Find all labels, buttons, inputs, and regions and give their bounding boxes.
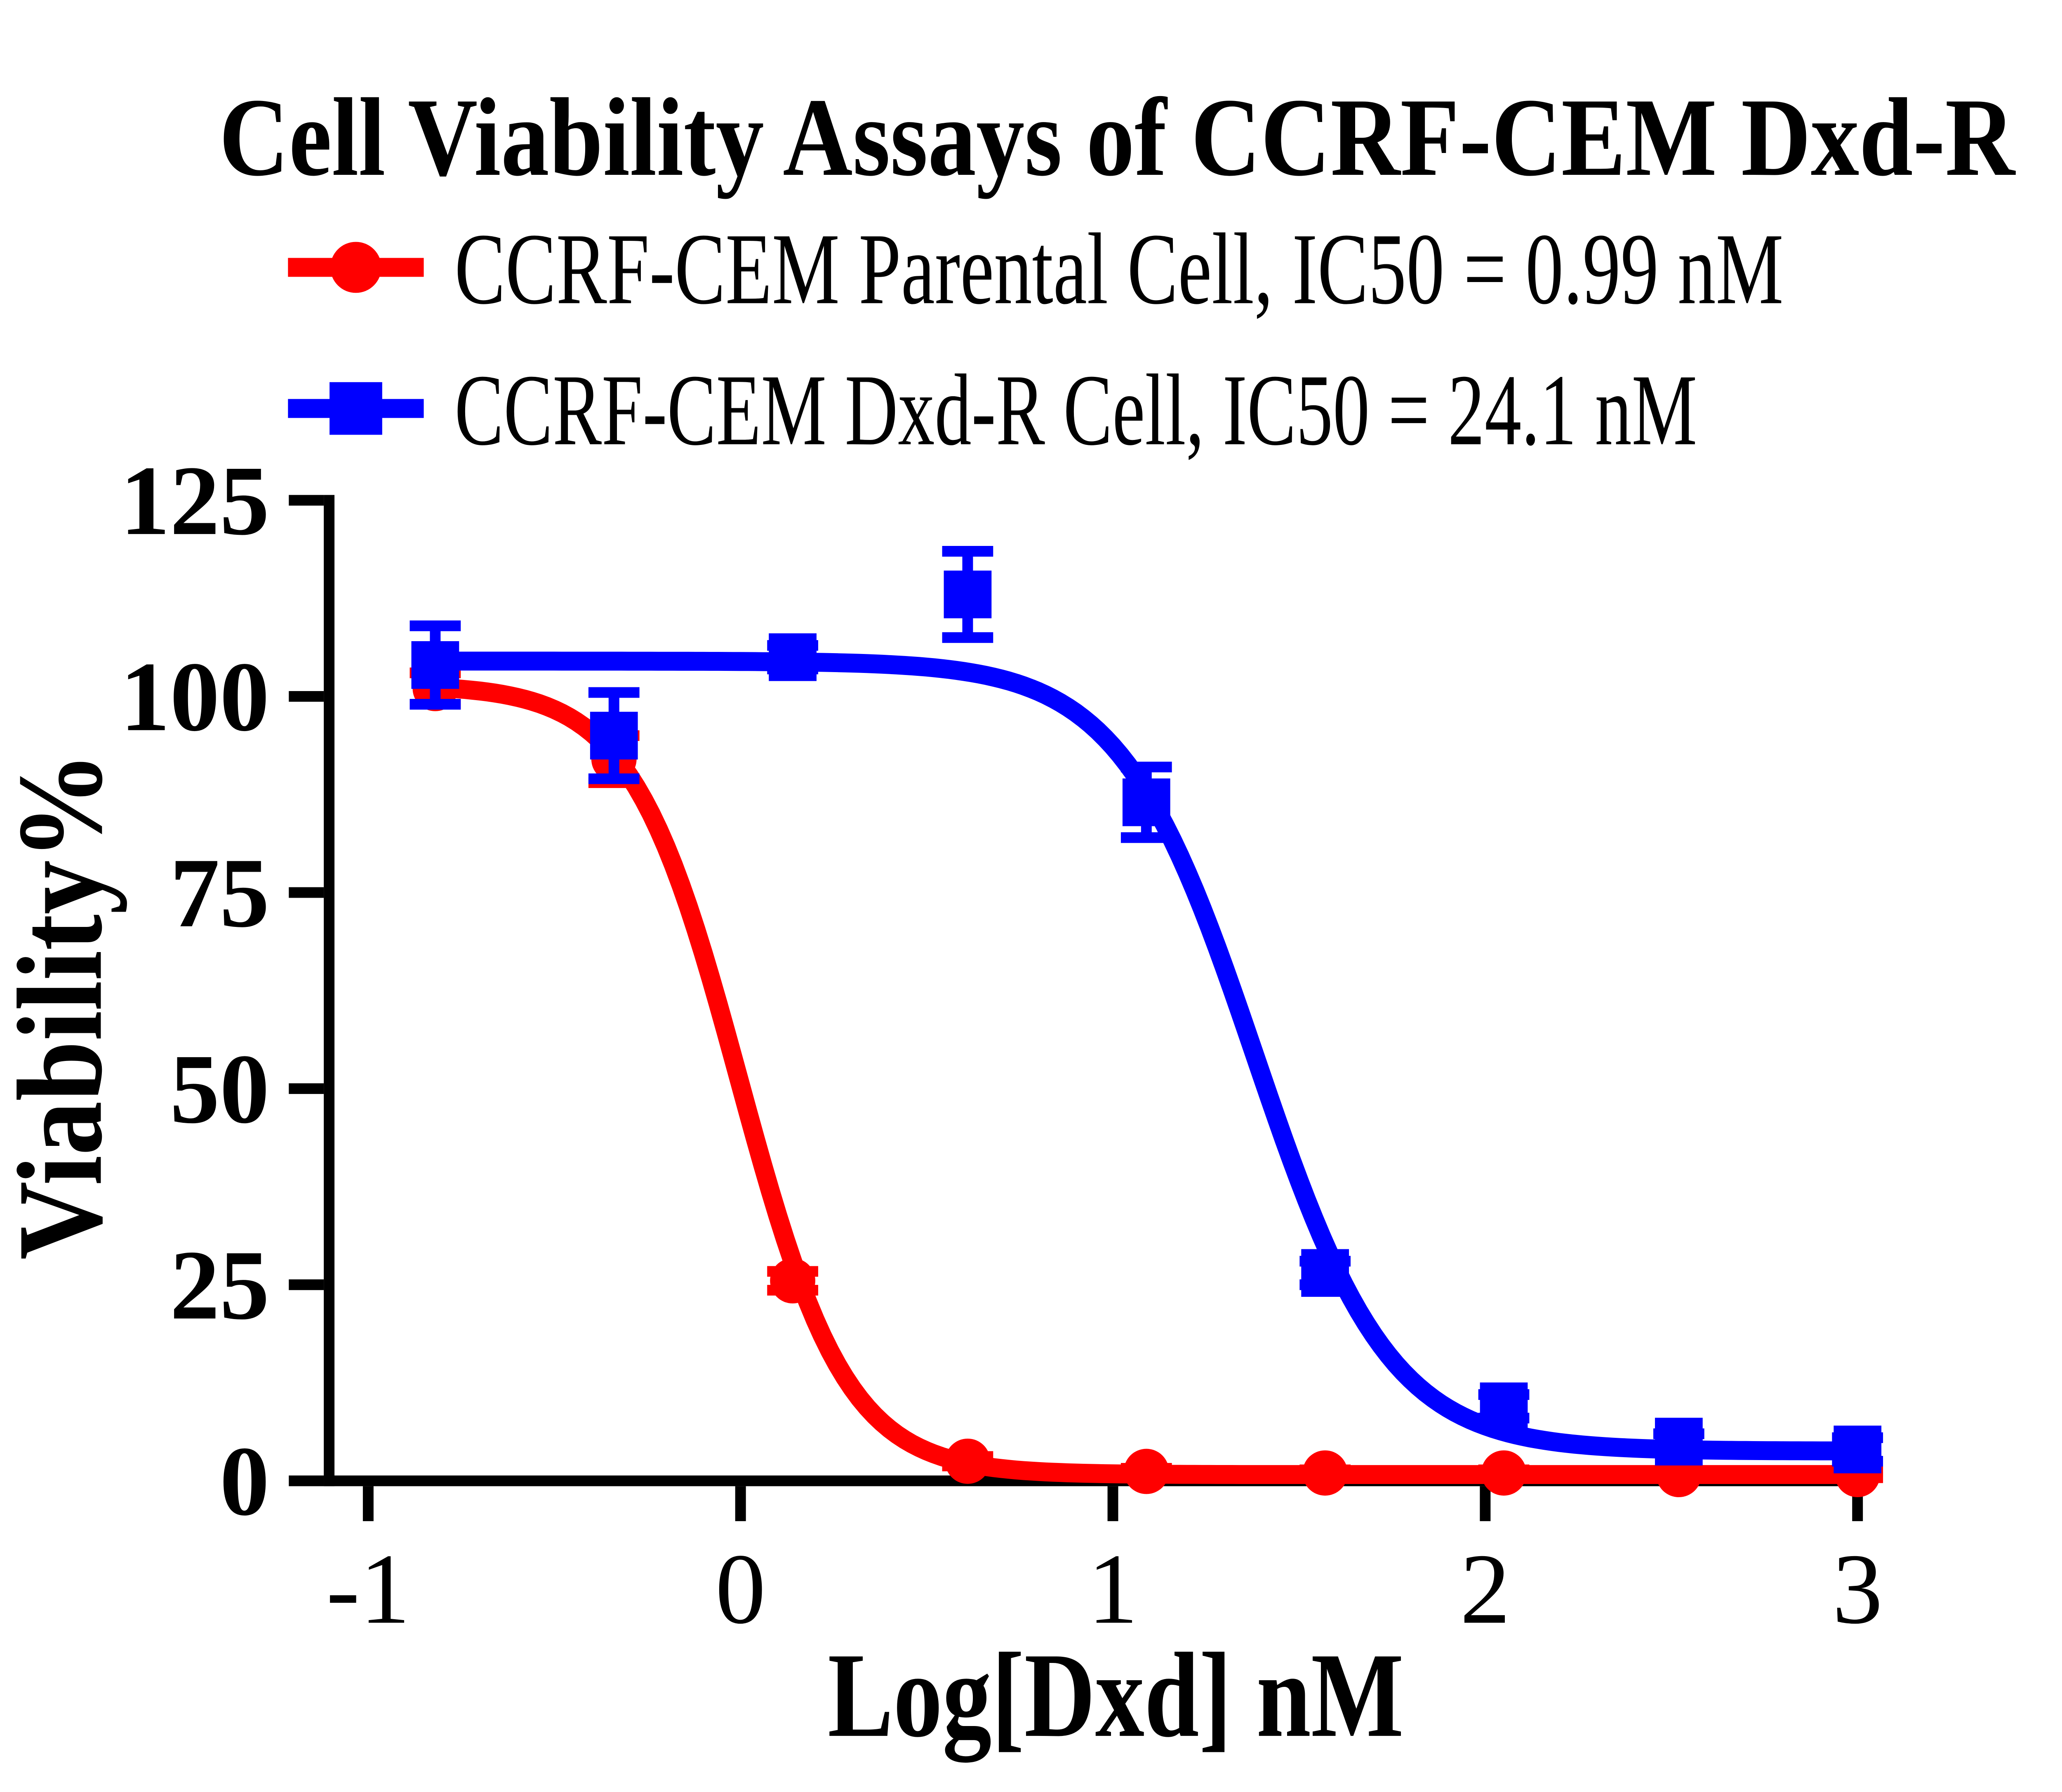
data-point-dxdr-7 — [1655, 1418, 1703, 1466]
chart-title: Cell Viability Assays of CCRF-CEM Dxd-R — [219, 75, 2016, 199]
legend: CCRF-CEM Parental Cell, IC50 = 0.99 nM C… — [288, 212, 1784, 466]
y-tick-label-50: 50 — [170, 1034, 269, 1144]
y-tick-label-0: 0 — [220, 1426, 270, 1536]
x-tick-label-2: 2 — [1460, 1533, 1510, 1645]
y-tick-label-100: 100 — [120, 642, 269, 752]
data-point-parental-5 — [1302, 1450, 1348, 1496]
legend-label-parental: CCRF-CEM Parental Cell, IC50 = 0.99 nM — [454, 212, 1783, 325]
data-point-parental-4 — [1123, 1449, 1169, 1494]
x-tick-label-1: 1 — [1087, 1533, 1138, 1645]
series-dxdr — [410, 546, 1883, 1474]
data-point-dxdr-6 — [1480, 1382, 1528, 1430]
x-axis-label: Log[Dxd] nM — [828, 1628, 1404, 1764]
x-tick-label--1: -1 — [326, 1533, 410, 1645]
data-point-dxdr-8 — [1834, 1425, 1882, 1474]
y-tick-label-25: 25 — [170, 1230, 269, 1340]
data-point-parental-6 — [1481, 1450, 1527, 1496]
data-point-parental-2 — [770, 1258, 815, 1304]
legend-marker-dxdr-square — [330, 382, 382, 435]
y-axis-label: Viability% — [0, 752, 127, 1260]
legend-label-dxdr: CCRF-CEM Dxd-R Cell, IC50 = 24.1 nM — [454, 353, 1697, 466]
data-point-dxdr-3 — [944, 570, 992, 618]
y-tick-label-125: 125 — [120, 446, 269, 556]
data-point-dxdr-5 — [1301, 1249, 1349, 1297]
data-point-dxdr-4 — [1122, 778, 1170, 826]
data-point-dxdr-1 — [590, 712, 638, 760]
legend-marker-parental-circle — [330, 242, 381, 293]
data-series — [410, 546, 1883, 1498]
legend-item-parental: CCRF-CEM Parental Cell, IC50 = 0.99 nM — [288, 212, 1784, 325]
y-tick-label-75: 75 — [170, 838, 269, 948]
data-point-parental-3 — [945, 1438, 991, 1484]
data-point-dxdr-2 — [769, 633, 817, 681]
x-tick-label-3: 3 — [1832, 1533, 1883, 1645]
data-point-dxdr-0 — [411, 641, 459, 689]
legend-item-dxdr: CCRF-CEM Dxd-R Cell, IC50 = 24.1 nM — [288, 353, 1697, 466]
axes: 0 25 50 75 100 125 -1 0 1 2 3 — [120, 446, 1883, 1644]
x-tick-label-0: 0 — [716, 1533, 766, 1645]
